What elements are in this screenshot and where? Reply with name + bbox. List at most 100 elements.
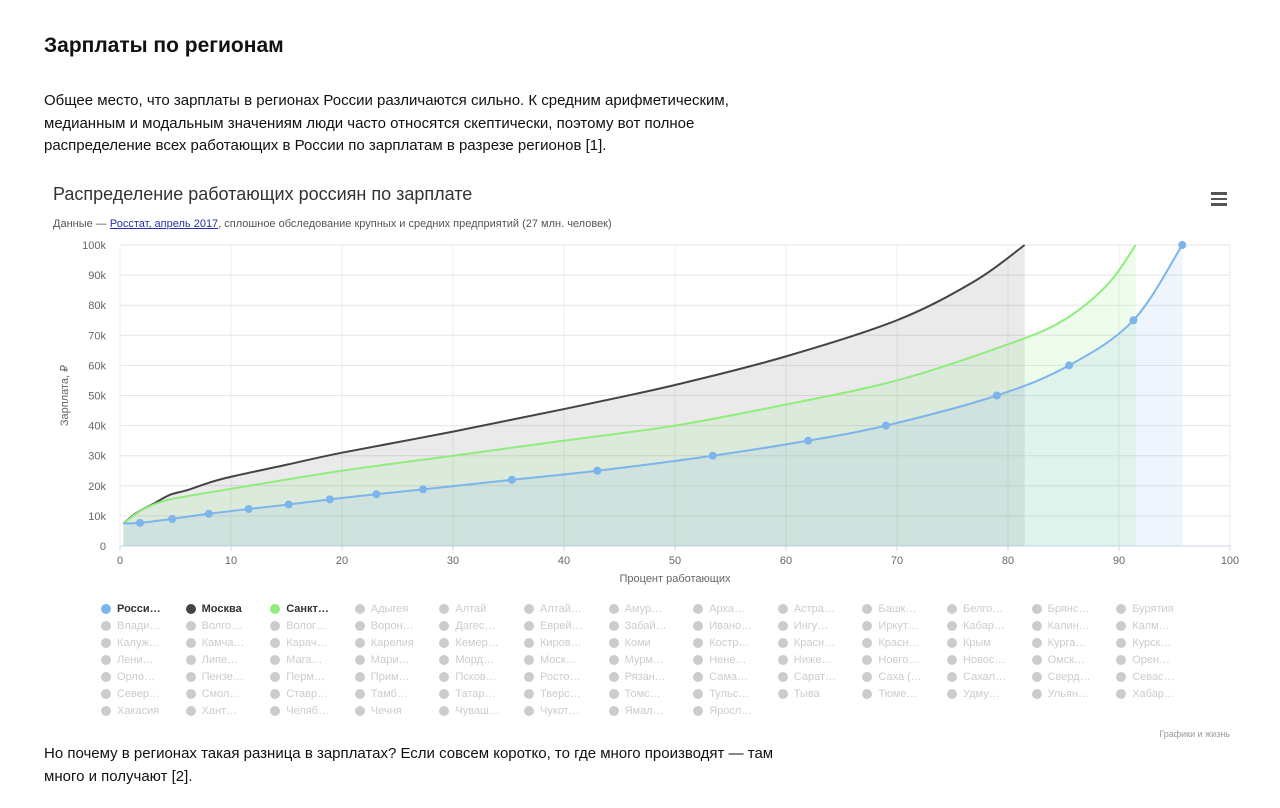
legend-item[interactable]: Омск… xyxy=(1031,654,1085,666)
legend-item[interactable]: Калин… xyxy=(1031,620,1090,632)
legend-item[interactable]: Санкт… xyxy=(270,603,329,615)
legend-marker-icon xyxy=(862,638,873,648)
legend-item[interactable]: Ивано… xyxy=(693,620,752,632)
legend-item[interactable]: Ворон… xyxy=(354,620,414,632)
legend-item[interactable]: Моск… xyxy=(524,654,577,666)
legend-item[interactable]: Саха (… xyxy=(862,671,922,683)
legend-item[interactable]: Тыва xyxy=(777,688,820,700)
legend-item[interactable]: Росто… xyxy=(524,671,581,683)
legend-item[interactable]: Камча… xyxy=(185,637,245,649)
legend-item[interactable]: Чечня xyxy=(354,705,402,717)
legend-item[interactable]: Ингу… xyxy=(777,620,828,632)
legend-item[interactable]: Псков… xyxy=(439,671,497,683)
legend-item[interactable]: Чуваш… xyxy=(439,705,500,717)
legend-item[interactable]: Астра… xyxy=(777,603,835,615)
legend-item[interactable]: Красн… xyxy=(777,637,835,649)
legend-item[interactable]: Новос… xyxy=(947,654,1005,666)
legend-item[interactable]: Росси… xyxy=(101,603,161,615)
legend-item[interactable]: Липе… xyxy=(185,654,238,666)
legend-item[interactable]: Мари… xyxy=(354,654,409,666)
legend-item[interactable]: Алтай xyxy=(439,603,486,615)
legend-item[interactable]: Дагес… xyxy=(439,620,495,632)
legend-item[interactable]: Орло… xyxy=(101,671,155,683)
legend-marker-icon xyxy=(101,604,111,614)
legend-item[interactable]: Томс… xyxy=(608,688,661,700)
legend-item[interactable]: Орен… xyxy=(1116,654,1170,666)
legend-item[interactable]: Карач… xyxy=(270,637,327,649)
legend-item[interactable]: Тульс… xyxy=(693,688,749,700)
legend-item[interactable]: Алтай… xyxy=(524,603,582,615)
legend-item[interactable]: Чукот… xyxy=(524,705,580,717)
chart-credits[interactable]: Графики и жизнь xyxy=(1159,729,1230,739)
legend-item[interactable]: Карелия xyxy=(354,637,414,649)
legend-item[interactable]: Волог… xyxy=(270,620,327,632)
legend-item[interactable]: Сахал… xyxy=(947,671,1006,683)
legend-item[interactable]: Лени… xyxy=(101,654,154,666)
legend-item[interactable]: Нене… xyxy=(693,654,746,666)
legend-item[interactable]: Удму… xyxy=(947,688,1000,700)
legend-item[interactable]: Киров… xyxy=(524,637,582,649)
legend-item[interactable]: Сарат… xyxy=(777,671,836,683)
data-point-Россия xyxy=(168,514,177,523)
rosstat-link[interactable]: Росстат, апрель 2017 xyxy=(109,218,219,230)
legend-item[interactable]: Хант… xyxy=(185,705,237,717)
legend-item[interactable]: Кабар… xyxy=(947,620,1005,632)
legend-item[interactable]: Смол… xyxy=(185,688,240,700)
legend-item[interactable]: Красн… xyxy=(862,637,920,649)
legend-item[interactable]: Новго… xyxy=(862,654,919,666)
legend-item[interactable]: Забай… xyxy=(608,620,667,632)
legend-item[interactable]: Хакасия xyxy=(101,705,159,717)
legend-item[interactable]: Челяб… xyxy=(270,705,329,717)
legend-item[interactable]: Калуж… xyxy=(101,637,160,649)
legend-item[interactable]: Татар… xyxy=(439,688,496,700)
legend-item[interactable]: Влади… xyxy=(101,620,160,632)
legend-item[interactable]: Кемер… xyxy=(439,637,499,649)
legend-label: Курга… xyxy=(1047,637,1087,649)
legend-item[interactable]: Сверд… xyxy=(1031,671,1091,683)
legend-item[interactable]: Яросл… xyxy=(693,705,752,717)
legend-marker-icon xyxy=(354,689,365,699)
legend-item[interactable]: Бурятия xyxy=(1116,603,1174,615)
legend-marker-icon xyxy=(693,672,704,682)
legend-item[interactable]: Мурм… xyxy=(608,654,664,666)
legend-item[interactable]: Калм… xyxy=(1116,620,1170,632)
legend-item[interactable]: Ниже… xyxy=(777,654,833,666)
legend-item[interactable]: Белго… xyxy=(947,603,1003,615)
legend-item[interactable]: Перм… xyxy=(270,671,325,683)
legend-item[interactable]: Адыгея xyxy=(354,603,408,615)
legend-item[interactable]: Брянс… xyxy=(1031,603,1089,615)
legend-item[interactable]: Прим… xyxy=(354,671,410,683)
legend-item[interactable]: Коми xyxy=(608,637,651,649)
legend-item[interactable]: Морд… xyxy=(439,654,494,666)
legend-item[interactable]: Курск… xyxy=(1116,637,1171,649)
legend-item[interactable]: Костр… xyxy=(693,637,749,649)
legend-item[interactable]: Рязан… xyxy=(608,671,666,683)
legend-item[interactable]: Курга… xyxy=(1031,637,1087,649)
legend-label: Ниже… xyxy=(793,654,833,666)
legend-item[interactable]: Тамб… xyxy=(354,688,408,700)
legend-item[interactable]: Амур… xyxy=(608,603,662,615)
data-point-Россия xyxy=(593,466,602,475)
legend-item[interactable]: Мага… xyxy=(270,654,322,666)
legend-item[interactable]: Пензе… xyxy=(185,671,244,683)
legend-item[interactable]: Москва xyxy=(185,603,242,615)
legend-item[interactable]: Волго… xyxy=(185,620,242,632)
legend-item[interactable]: Хабар… xyxy=(1116,688,1175,700)
legend-item[interactable]: Сама… xyxy=(693,671,748,683)
legend-item[interactable]: Ставр… xyxy=(270,688,328,700)
legend-item[interactable]: Крым xyxy=(947,637,991,649)
legend-item[interactable]: Башк… xyxy=(862,603,916,615)
legend-marker-icon xyxy=(354,604,365,614)
legend-item[interactable]: Иркут… xyxy=(862,620,919,632)
legend-item[interactable]: Севас… xyxy=(1116,671,1175,683)
legend-item[interactable]: Еврей… xyxy=(524,620,583,632)
legend-item[interactable]: Арха… xyxy=(693,603,745,615)
legend-item[interactable]: Ульян… xyxy=(1031,688,1089,700)
legend-label: Дагес… xyxy=(455,620,496,632)
legend-item[interactable]: Север… xyxy=(101,688,160,700)
hamburger-menu-icon[interactable] xyxy=(1211,192,1227,206)
legend-item[interactable]: Ямал… xyxy=(608,705,664,717)
legend-item[interactable]: Тюме… xyxy=(862,688,917,700)
legend-marker-icon xyxy=(1116,689,1127,699)
legend-item[interactable]: Тверс… xyxy=(524,688,581,700)
